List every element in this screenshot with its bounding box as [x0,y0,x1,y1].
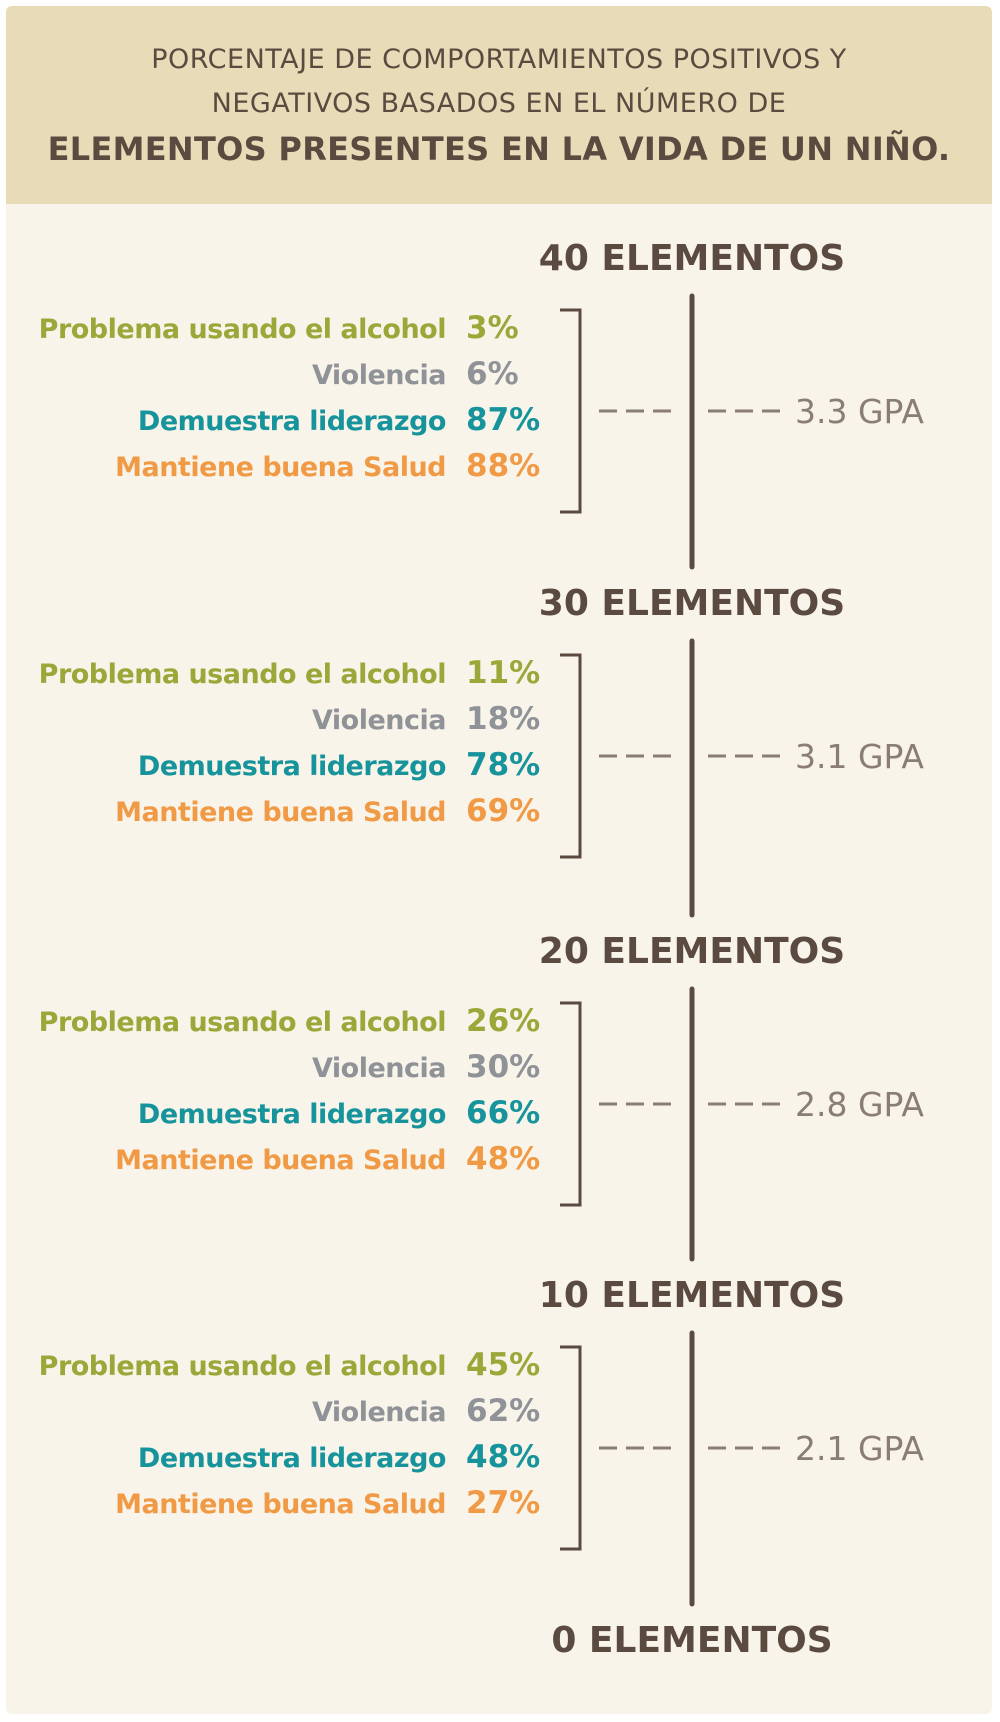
title-line-3: ELEMENTOS PRESENTES EN LA VIDA DE UN NIÑ… [47,130,951,168]
value-alcohol-1: 11% [466,655,540,691]
category-label-salud: Mantiene buena Salud [115,452,446,483]
value-violencia-0: 6% [466,356,519,392]
title-line-1: PORCENTAJE DE COMPORTAMIENTOS POSITIVOS … [151,44,847,75]
level-label-4: 0 ELEMENTOS [551,1620,832,1661]
value-liderazgo-1: 78% [466,747,540,783]
title-line-2: NEGATIVOS BASADOS EN EL NÚMERO DE [211,88,787,119]
category-label-alcohol: Problema usando el alcohol [39,659,446,690]
value-violencia-1: 18% [466,701,540,737]
value-salud-1: 69% [466,793,540,829]
category-label-alcohol: Problema usando el alcohol [39,314,446,345]
category-label-salud: Mantiene buena Salud [115,1489,446,1520]
category-label-violencia: Violencia [312,705,446,736]
value-liderazgo-0: 87% [466,402,540,438]
category-label-liderazgo: Demuestra liderazgo [138,406,446,437]
value-alcohol-3: 45% [466,1347,540,1383]
category-label-liderazgo: Demuestra liderazgo [138,751,446,782]
level-label-3: 10 ELEMENTOS [539,1275,845,1316]
category-label-alcohol: Problema usando el alcohol [39,1007,446,1038]
category-label-alcohol: Problema usando el alcohol [39,1351,446,1382]
value-alcohol-2: 26% [466,1003,540,1039]
gpa-label-0: 3.3 GPA [795,392,924,431]
group-bracket-0 [560,308,582,514]
gpa-label-1: 3.1 GPA [795,737,924,776]
infographic-panel: PORCENTAJE DE COMPORTAMIENTOS POSITIVOS … [6,6,992,1714]
value-salud-2: 48% [466,1141,540,1177]
value-alcohol-0: 3% [466,310,519,346]
group-bracket-3 [560,1345,582,1551]
level-label-2: 20 ELEMENTOS [539,931,845,972]
category-label-violencia: Violencia [312,1053,446,1084]
value-salud-3: 27% [466,1485,540,1521]
header-banner: PORCENTAJE DE COMPORTAMIENTOS POSITIVOS … [6,6,992,204]
category-label-salud: Mantiene buena Salud [115,797,446,828]
category-label-violencia: Violencia [312,1397,446,1428]
category-label-violencia: Violencia [312,360,446,391]
value-liderazgo-2: 66% [466,1095,540,1131]
value-liderazgo-3: 48% [466,1439,540,1475]
gpa-label-2: 2.8 GPA [795,1085,924,1124]
gpa-label-3: 2.1 GPA [795,1429,924,1468]
category-label-liderazgo: Demuestra liderazgo [138,1443,446,1474]
group-bracket-1 [560,653,582,859]
category-label-liderazgo: Demuestra liderazgo [138,1099,446,1130]
level-label-1: 30 ELEMENTOS [539,583,845,624]
value-violencia-3: 62% [466,1393,540,1429]
group-bracket-2 [560,1001,582,1207]
value-violencia-2: 30% [466,1049,540,1085]
value-salud-0: 88% [466,448,540,484]
level-label-0: 40 ELEMENTOS [539,238,845,279]
category-label-salud: Mantiene buena Salud [115,1145,446,1176]
